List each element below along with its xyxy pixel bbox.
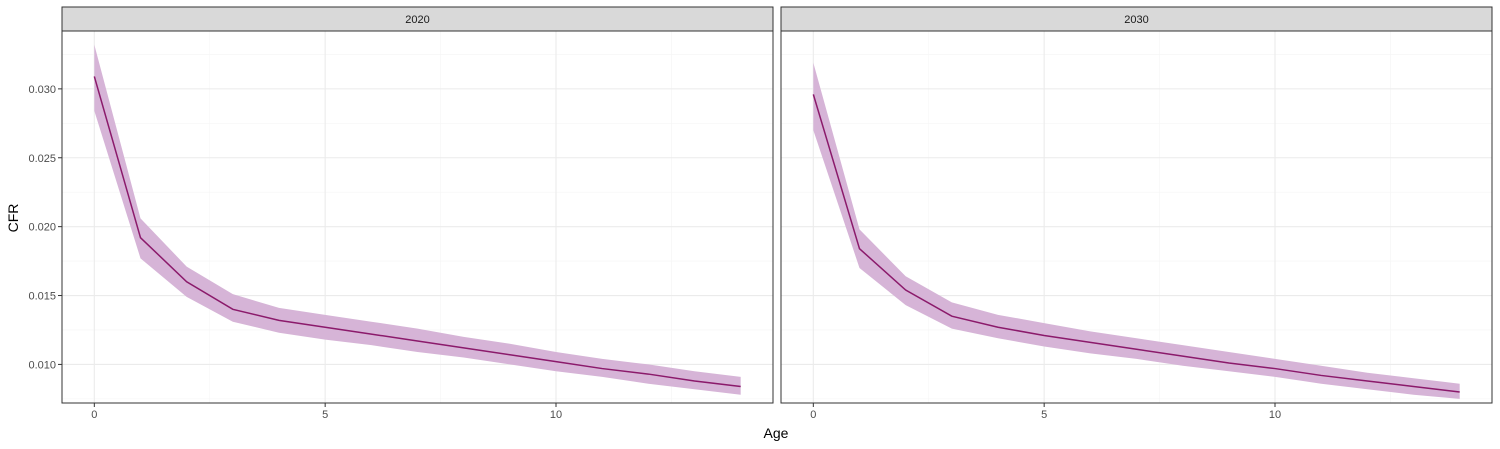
x-tick-label: 10 <box>1269 409 1281 421</box>
facet-strip-label: 2030 <box>1124 14 1148 26</box>
facet-strip <box>61 6 774 32</box>
facet-strip-label: 2020 <box>405 14 429 26</box>
confidence-ribbon <box>94 44 741 395</box>
x-axis-title: Age <box>764 425 789 441</box>
y-tick-label: 0.010 <box>28 359 56 371</box>
panel-2020: 2020 0 5 10 0.010 0.015 0.020 0.025 0.030 <box>28 6 774 421</box>
x-tick-label: 5 <box>322 409 328 421</box>
x-tick-label: 10 <box>550 409 562 421</box>
panel-border <box>780 30 1493 404</box>
y-tick-label: 0.025 <box>28 153 56 165</box>
panel-border <box>61 30 774 404</box>
x-tick-label: 5 <box>1041 409 1047 421</box>
x-tick-label: 0 <box>91 409 97 421</box>
x-tick-label: 0 <box>810 409 816 421</box>
confidence-ribbon <box>813 62 1460 399</box>
y-axis-title: CFR <box>5 204 21 233</box>
y-tick-label: 0.030 <box>28 84 56 96</box>
y-tick-label: 0.015 <box>28 291 56 303</box>
panel-2030: 2030 0 5 10 <box>780 6 1493 421</box>
y-tick-label: 0.020 <box>28 222 56 234</box>
facet-strip <box>780 6 1493 32</box>
